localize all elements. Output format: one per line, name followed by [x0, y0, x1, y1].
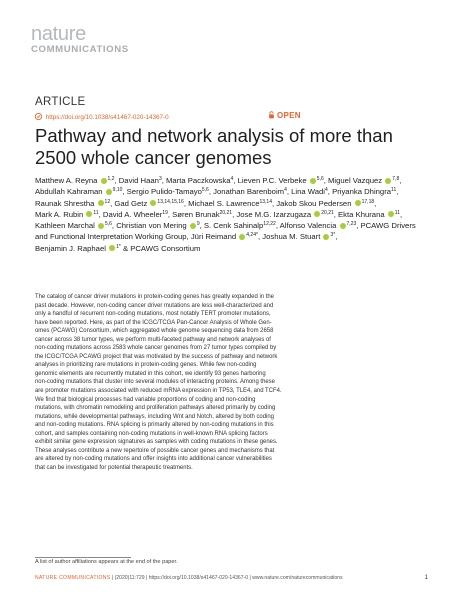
author-line: Mark A. Rubin 11, David A. Wheeler19, Sø… — [35, 209, 403, 219]
abstract-line: are promoter mutations associated with r… — [35, 388, 282, 395]
article-title: Pathway and network analysis of more tha… — [35, 125, 393, 168]
orcid-icon[interactable] — [100, 177, 107, 184]
abstract-line: cohort, and samples containing non-codin… — [35, 430, 268, 437]
abstract-line: analyses in prioritizing rare mutations … — [35, 362, 257, 369]
orcid-icon[interactable] — [109, 245, 116, 252]
abstract-line: only a handful of recurrent non-coding m… — [35, 311, 271, 318]
orcid-icon[interactable] — [323, 233, 330, 240]
abstract-line: mutations, with chromatin remodeling and… — [35, 405, 276, 412]
author-line: Raunak Shrestha 12, Gad Getz 13,14,15,16… — [35, 198, 377, 208]
open-label: OPEN — [277, 111, 301, 120]
abstract-line: genomic elements are recurrently mutated… — [35, 370, 266, 377]
article-type-label: ARTICLE — [35, 96, 86, 108]
abstract-line: non-coding mutations across 2583 whole c… — [35, 345, 277, 352]
open-access-badge: OPEN — [268, 111, 301, 120]
abstract-line: non-coding mutations that cluster into s… — [35, 379, 275, 386]
footer-journal-name: NATURE COMMUNICATIONS — [35, 575, 111, 581]
doi-link[interactable]: https://doi.org/10.1038/s41467-020-14367… — [45, 114, 169, 121]
orcid-icon[interactable] — [189, 222, 196, 229]
abstract-line: omes (PCAWG) Consortium, which aggregate… — [35, 328, 274, 335]
abstract-line: are altered by non-coding mutations and … — [35, 456, 272, 463]
open-lock-icon — [268, 111, 275, 119]
logo-communications-text: COMMUNICATIONS — [31, 44, 129, 55]
check-for-updates-icon[interactable] — [34, 112, 43, 121]
orcid-icon[interactable] — [339, 222, 346, 229]
abstract-line: We find that biological processes had va… — [35, 396, 256, 403]
author-line: Abdullah Kahraman 9,10, Sergio Pulido-Ta… — [35, 187, 399, 197]
abstract-line: cancer across 38 tumor types, we perform… — [35, 336, 271, 343]
orcid-icon[interactable] — [105, 188, 112, 195]
abstract-line: These analyses contribute a new repertoi… — [35, 447, 275, 454]
doi-row: https://doi.org/10.1038/s41467-020-14367… — [34, 112, 169, 121]
abstract-line: mutations, while developmental pathways,… — [35, 413, 274, 420]
abstract-line: and non-coding mutations. RNA splicing i… — [35, 422, 274, 429]
journal-logo[interactable]: nature COMMUNICATIONS — [31, 23, 231, 63]
abstract-line: exhibit similar gene expression signatur… — [35, 439, 278, 446]
orcid-icon[interactable] — [97, 200, 104, 207]
orcid-icon[interactable] — [309, 177, 316, 184]
abstract-line: have been reported. Here, as part of the… — [35, 319, 272, 326]
orcid-icon[interactable] — [354, 200, 361, 207]
footer-citation[interactable]: | (2020)11:729 | https://doi.org/10.1038… — [111, 575, 343, 581]
orcid-icon[interactable] — [239, 233, 246, 240]
orcid-icon[interactable] — [150, 200, 157, 207]
abstract-line: the ICGC/TCGA PCAWG project that was mot… — [35, 353, 278, 360]
author-line: Kathleen Marchal 5,6, Christian von Meri… — [35, 221, 416, 231]
page-footer: NATURE COMMUNICATIONS | (2020)11:729 | h… — [35, 575, 428, 581]
affiliations-footnote: A list of author affiliations appears at… — [35, 559, 178, 565]
orcid-icon[interactable] — [314, 211, 321, 218]
page-number: 1 — [424, 575, 428, 581]
author-line: and Functional Interpretation Working Gr… — [35, 232, 338, 242]
author-list: Matthew A. Reyna 1,2, David Haan3, Marta… — [35, 175, 430, 254]
orcid-icon[interactable] — [385, 177, 392, 184]
orcid-icon[interactable] — [86, 211, 93, 218]
orcid-icon[interactable] — [97, 222, 104, 229]
abstract-line: The catalog of cancer driver mutations i… — [35, 294, 274, 300]
orcid-icon[interactable] — [387, 211, 394, 218]
author-line: Benjamin J. Raphael 1* & PCAWG Consortiu… — [35, 243, 201, 253]
footnote-divider — [35, 557, 131, 558]
abstract-line: that can be investigated for potential t… — [35, 464, 193, 471]
abstract-line: past decade. However, non-coding cancer … — [35, 302, 274, 309]
author-line: Matthew A. Reyna 1,2, David Haan3, Marta… — [35, 176, 402, 185]
logo-nature-text: nature — [31, 23, 86, 45]
abstract: The catalog of cancer driver mutations i… — [35, 293, 428, 472]
